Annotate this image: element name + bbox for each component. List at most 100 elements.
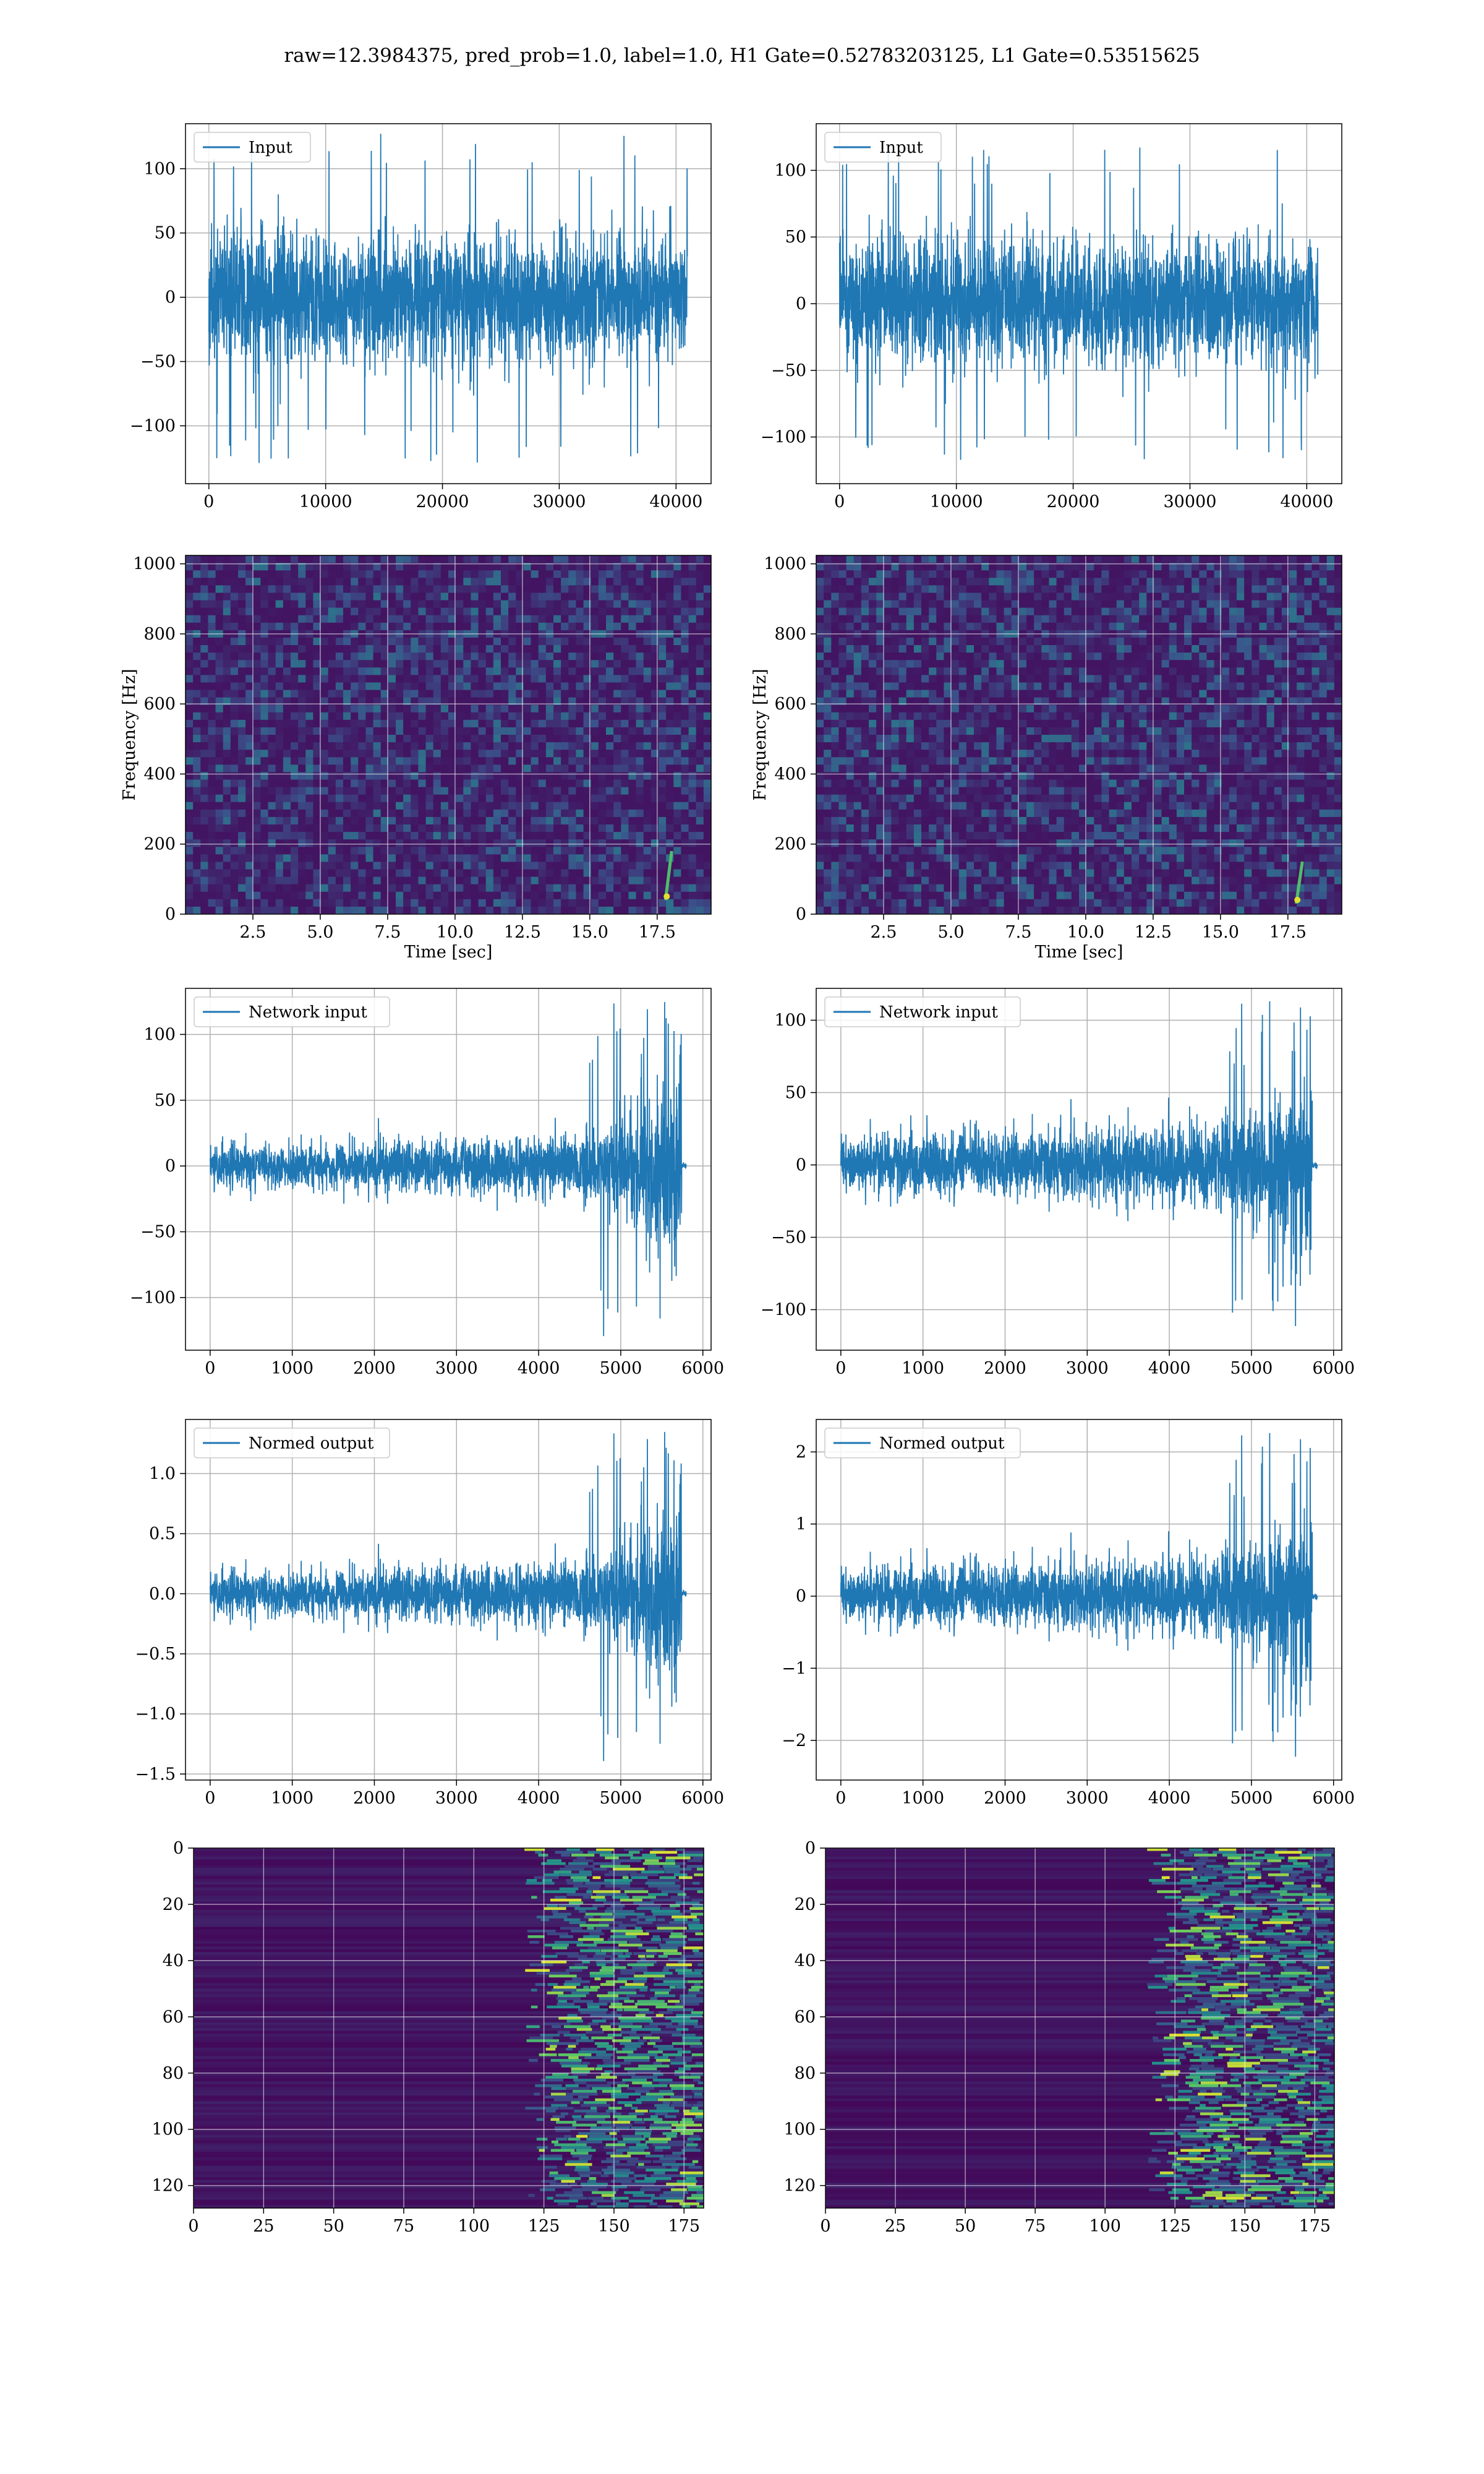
heatmap-cell: [223, 607, 231, 616]
heatmap-cell: [853, 847, 862, 855]
heatmap-cell: [853, 690, 862, 698]
heatmap-cell: [929, 622, 937, 631]
heatmap-cell: [238, 742, 246, 750]
heatmap-cell: [298, 750, 306, 758]
heatmap-cell: [440, 854, 449, 863]
heatmap-cell: [816, 772, 824, 781]
heatmap-cell: [576, 847, 584, 855]
heatmap-cell: [621, 578, 629, 586]
heatmap-cell: [591, 742, 599, 750]
heatmap-cell: [696, 704, 704, 713]
heatmap-cell: [598, 704, 607, 713]
heatmap-cell: [1004, 704, 1012, 713]
heatmap-cell: [846, 816, 855, 825]
heatmap-cell: [861, 555, 869, 563]
heatmap-cell: [861, 876, 869, 885]
heatmap-cell: [456, 742, 464, 750]
heatmap-cell: [606, 645, 614, 653]
heatmap-cell: [298, 735, 306, 743]
heatmap-cell: [816, 816, 824, 825]
heatmap-cell: [606, 675, 614, 683]
heatmap-cell: [929, 832, 937, 840]
heatmap-cell: [696, 578, 704, 586]
heatmap-cell: [238, 839, 246, 847]
heatmap-cell: [320, 615, 329, 623]
heatmap-cell: [613, 667, 621, 675]
heatmap-cell: [861, 593, 869, 601]
heatmap-cell: [283, 585, 291, 594]
heatmap-cell: [463, 847, 472, 855]
heatmap-cell: [208, 555, 216, 563]
heatmap-cell: [553, 862, 561, 870]
heatmap-cell: [966, 660, 974, 668]
heatmap-cell: [448, 816, 456, 825]
heatmap-cell: [478, 645, 487, 653]
heatmap-cell: [388, 772, 396, 781]
heatmap-cell: [606, 862, 614, 870]
heatmap-cell: [418, 555, 427, 563]
heatmap-cell: [208, 712, 216, 721]
heatmap-cell: [328, 622, 336, 631]
heatmap-cell: [1018, 585, 1027, 594]
heatmap-cell: [944, 742, 952, 750]
heatmap-cell: [411, 622, 419, 631]
heatmap-cell: [373, 876, 382, 885]
heatmap-cell: [268, 704, 276, 713]
heatmap-cell: [478, 847, 487, 855]
heatmap-cell: [538, 742, 547, 750]
heatmap-cell: [591, 884, 599, 892]
heatmap-cell: [538, 899, 547, 907]
heatmap-cell: [538, 593, 547, 601]
heatmap-cell: [268, 764, 276, 773]
heatmap-cell: [621, 615, 629, 623]
heatmap-cell: [275, 854, 284, 863]
heatmap-cell: [433, 906, 441, 914]
heatmap-cell: [921, 772, 929, 781]
heatmap-cell: [343, 704, 351, 713]
heatmap-cell: [553, 593, 561, 601]
heatmap-cell: [913, 727, 922, 735]
heatmap-cell: [838, 876, 847, 885]
heatmap-cell: [838, 607, 847, 616]
heatmap-cell: [305, 809, 314, 818]
heatmap-cell: [320, 570, 329, 578]
heatmap-cell: [1026, 645, 1034, 653]
heatmap-cell: [508, 787, 516, 795]
heatmap-cell: [688, 578, 697, 586]
x-tick-label: 40000: [1280, 492, 1333, 511]
heatmap-cell: [320, 607, 329, 616]
heatmap-cell: [898, 839, 907, 847]
heatmap-cell: [1041, 839, 1050, 847]
heatmap-cell: [328, 570, 336, 578]
heatmap-cell: [898, 727, 907, 735]
heatmap-cell: [643, 816, 652, 825]
heatmap-cell: [576, 757, 584, 765]
heatmap-cell: [208, 645, 216, 653]
heatmap-cell: [696, 906, 704, 914]
heatmap-cell: [238, 593, 246, 601]
heatmap-cell: [576, 704, 584, 713]
heatmap-cell: [898, 787, 907, 795]
heatmap-cell: [636, 884, 644, 892]
heatmap-cell: [944, 645, 952, 653]
heatmap-cell: [320, 578, 329, 586]
heatmap-cell: [260, 667, 269, 675]
heatmap-cell: [215, 839, 224, 847]
heatmap-cell: [553, 757, 561, 765]
heatmap-cell: [313, 750, 322, 758]
heatmap-cell: [463, 809, 472, 818]
heatmap-cell: [403, 735, 411, 743]
heatmap-cell: [974, 585, 982, 594]
heatmap-cell: [853, 653, 862, 661]
heatmap-cell: [876, 794, 884, 803]
heatmap-cell: [636, 750, 644, 758]
heatmap-cell: [891, 719, 900, 728]
heatmap-cell: [253, 764, 262, 773]
heatmap-cell: [688, 667, 697, 675]
heatmap-cell: [516, 660, 524, 668]
heatmap-cell: [335, 653, 344, 661]
heatmap-cell: [260, 622, 269, 631]
heatmap-cell: [628, 794, 637, 803]
heatmap-cell: [958, 854, 967, 863]
heatmap-cell: [636, 690, 644, 698]
